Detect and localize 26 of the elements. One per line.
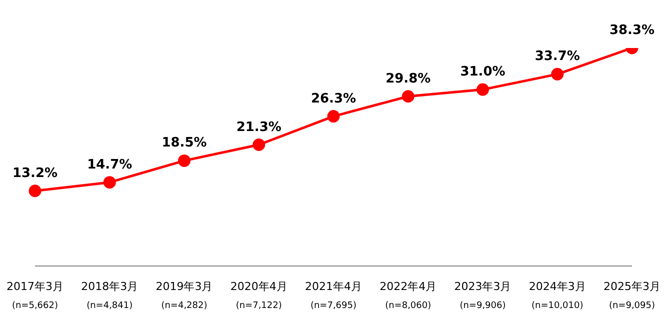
x-tick-label: 2017年3月 (n=5,662): [6, 280, 64, 311]
data-label: 14.7%: [87, 157, 132, 172]
point: [252, 138, 266, 152]
data-label: 29.8%: [386, 71, 431, 86]
x-tick-label: 2018年3月 (n=4,841): [81, 280, 138, 311]
point: [28, 184, 42, 198]
x-tick-label: 2023年3月 (n=9,906): [454, 280, 512, 311]
data-label: 38.3%: [609, 23, 655, 38]
x-tick-label: 2022年4月 (n=8,060): [380, 280, 437, 311]
point: [402, 90, 414, 103]
point: [476, 83, 489, 96]
data-label: 21.3%: [236, 120, 282, 135]
x-tick-label: 2019年3月 (n=4,282): [156, 280, 213, 311]
point: [327, 110, 340, 123]
data-label: 33.7%: [534, 49, 580, 64]
point: [103, 176, 116, 189]
x-tick-label: 2024年3月 (n=10,010): [528, 280, 586, 311]
x-tick-label: 2025年3月 (n=9,095): [604, 280, 660, 311]
data-label: 26.3%: [310, 91, 356, 106]
point: [551, 68, 564, 80]
data-label: 18.5%: [162, 136, 207, 151]
x-tick-label: 2020年4月 (n=7,122): [230, 280, 288, 311]
point: [178, 154, 190, 167]
data-label: 31.0%: [460, 64, 506, 80]
data-label: 13.2%: [12, 166, 58, 181]
x-tick-label: 2021年4月 (n=7,695): [305, 280, 362, 311]
